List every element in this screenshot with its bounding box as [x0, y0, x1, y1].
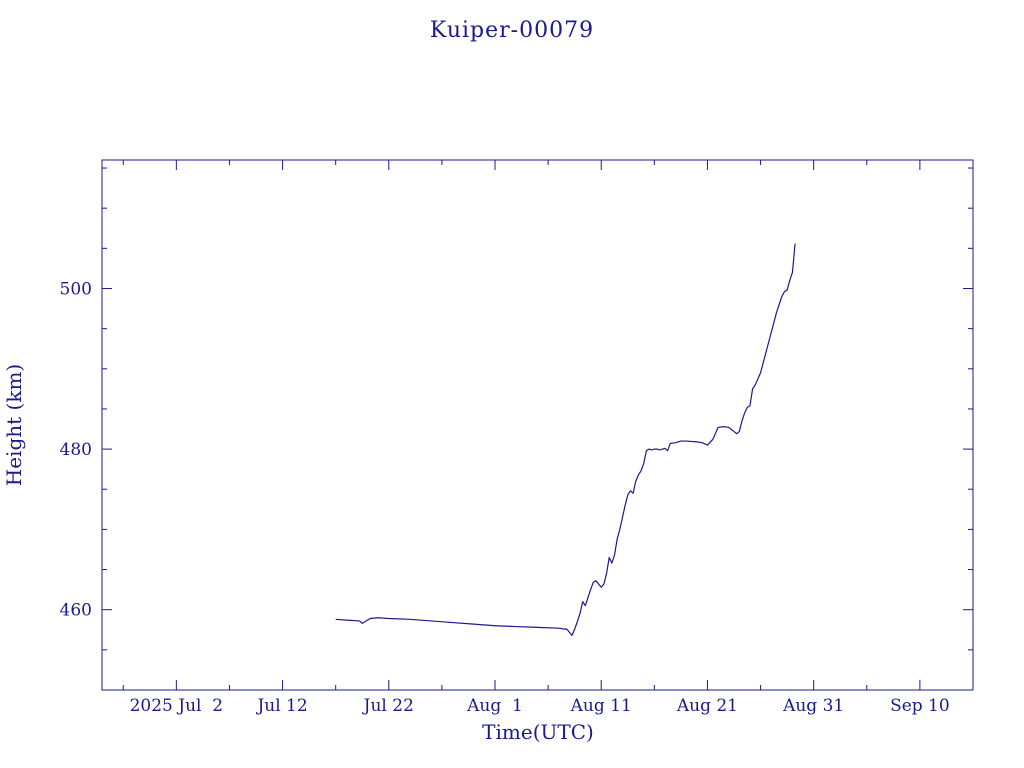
x-tick-label: Aug 11 [570, 696, 632, 716]
plot-frame [101, 159, 974, 691]
x-tick-label: 2025 Jul 2 [130, 696, 224, 716]
x-tick-label: Jul 22 [362, 696, 414, 716]
x-tick-label: Aug 21 [676, 696, 738, 716]
series-group [335, 243, 796, 636]
x-tick-label: Aug 1 [466, 696, 523, 716]
x-axis-label: Time(UTC) [482, 720, 594, 744]
chart-title: Kuiper-00079 [430, 18, 594, 43]
y-tick-label: 460 [60, 601, 92, 621]
y-tick-label: 480 [60, 440, 92, 460]
x-tick-label: Sep 10 [890, 696, 950, 716]
x-tick-label: Aug 31 [782, 696, 844, 716]
axis-ticks [102, 160, 974, 691]
series-line [335, 243, 796, 636]
tick-labels: 2025 Jul 2 Jul 12 Jul 22 Aug 1 Aug 11 Aug 21 A… [60, 279, 950, 716]
x-tick-label: Jul 12 [255, 696, 307, 716]
y-axis-label: Height (km) [2, 364, 26, 486]
y-tick-label: 500 [60, 279, 92, 299]
